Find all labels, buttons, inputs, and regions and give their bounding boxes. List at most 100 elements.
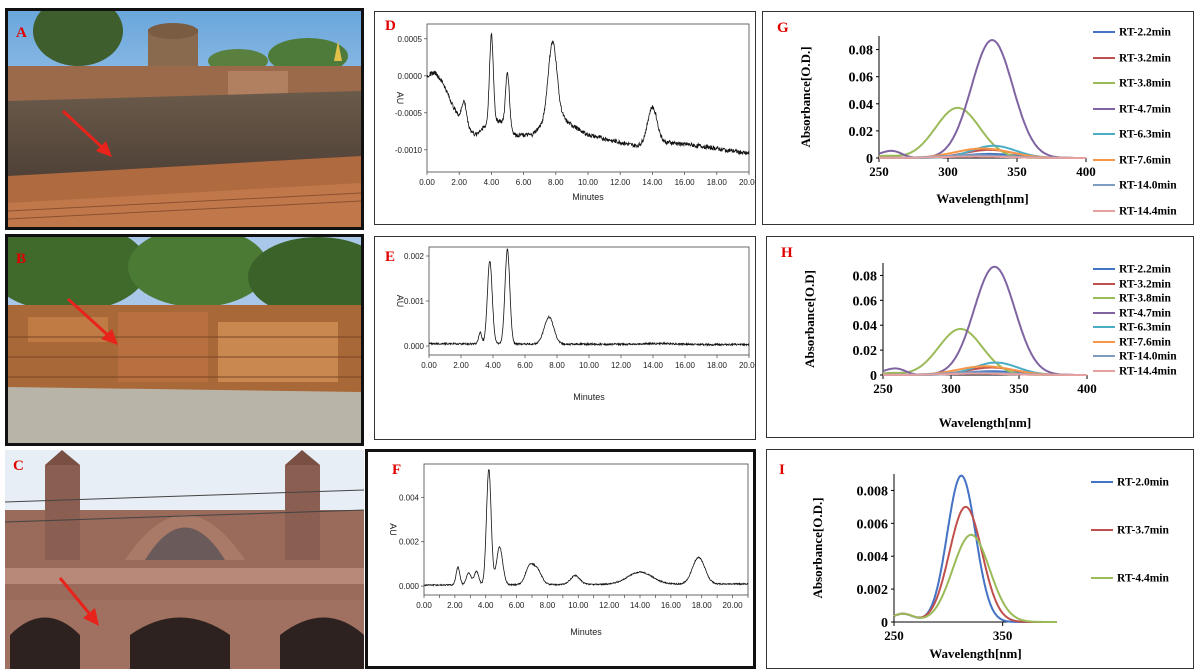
x-tick-label: 2.00 [447,601,463,610]
photo-panel-a: A [5,8,364,230]
x-tick-label: 12.00 [611,361,632,370]
panel-label-c: C [13,458,24,474]
x-tick-label: 0.00 [416,601,432,610]
y-tick-label: 0 [881,616,888,631]
x-tick-label: 4.00 [485,361,501,370]
spectrum-h: 0 0.02 0.04 0.06 0.08 250 300 350 400 Wavelength[… [802,263,1097,430]
legend-swatch [1091,481,1113,484]
y-tick-label: 0.000 [399,582,420,591]
legend-swatch [1093,133,1115,136]
panel-label-g: G [777,20,789,36]
y-tick-label: 0.04 [853,319,878,334]
legend-entry: RT-4.7min [1093,307,1171,321]
legend-label: RT-14.4min [1119,204,1177,217]
x-tick-label: 10.00 [578,178,599,187]
y-tick-label: 0.0005 [398,35,423,44]
y-tick-label: 0.001 [404,297,425,306]
x-tick-label: 250 [884,628,904,643]
panel-label-f: F [392,462,402,478]
spectrum-panel-h: H 0 0.02 0.04 0.06 0.08 250 300 350 400 Wavelengt… [766,236,1194,438]
legend-label: RT-6.3min [1119,321,1171,334]
x-tick-label: 20.00 [739,361,755,370]
legend-label: RT-7.6min [1119,153,1171,166]
x-tick-label: 0.00 [421,361,437,370]
y-tick-label: -0.0005 [395,109,423,118]
x-tick-label: 10.00 [568,601,589,610]
legend-h: RT-2.2min RT-3.2min RT-3.8min RT-4.7min RT-6… [1093,263,1193,423]
chromatogram-panel-f: F 0.00 2.00 4.00 6.00 8.00 10.00 12.00 14.00 16.… [365,449,756,669]
x-axis-label: Minutes [570,627,602,637]
chromatogram-trace [429,248,750,347]
legend-entry: RT-4.4min [1091,572,1169,586]
y-tick-label: 0.004 [399,493,420,502]
legend-label: RT-14.0min [1119,350,1177,363]
chromatogram-e: 0.00 2.00 4.00 6.00 8.00 10.00 12.00 14.00 16.00… [395,246,755,402]
x-tick-label: 12.00 [599,601,620,610]
legend-label: RT-14.0min [1119,179,1177,192]
y-tick-label: 0.0000 [398,72,423,81]
x-tick-label: 14.00 [642,178,663,187]
x-tick-label: 18.00 [707,361,728,370]
legend-entry: RT-3.2min [1093,52,1171,66]
y-tick-label: 0.006 [857,517,889,532]
y-tick-label: 0.06 [849,71,874,86]
legend-label: RT-4.7min [1119,306,1171,319]
legend-swatch [1093,56,1115,59]
legend-label: RT-3.2min [1119,51,1171,64]
legend-swatch [1093,107,1115,110]
series-line-rt-3-7min [893,505,1057,623]
x-tick-label: 10.00 [579,361,600,370]
x-tick-label: 6.00 [517,361,533,370]
x-tick-label: 8.00 [548,178,564,187]
y-tick-label: 0.02 [849,125,874,140]
legend-swatch [1093,340,1115,343]
panel-label-h: H [781,245,793,261]
legend-entry: RT-3.2min [1093,278,1171,292]
plot-frame [428,246,750,356]
legend-entry: RT-6.3min [1093,128,1171,142]
y-tick-label: 0.08 [853,269,878,284]
legend-entry: RT-14.0min [1093,179,1177,193]
spectrum-panel-g: G 0 0.02 0.04 0.06 0.08 250 300 350 400 Wavelengt… [762,11,1194,225]
x-tick-label: 18.00 [707,178,728,187]
legend-swatch [1093,311,1115,314]
x-tick-label: 350 [993,628,1013,643]
series-line-rt-4-7min [882,265,1087,376]
legend-label: RT-2.2min [1119,263,1171,276]
x-tick-label: 0.00 [419,178,435,187]
legend-swatch [1093,282,1115,285]
y-tick-label: 0.002 [857,583,889,598]
legend-swatch [1093,82,1115,85]
chromatogram-d: 0.00 2.00 4.00 6.00 8.00 10.00 12.00 14.00 16.00… [395,23,755,202]
chromatogram-trace [423,469,749,587]
x-axis-label: Minutes [572,192,604,202]
y-tick-label: 0.008 [857,484,889,499]
legend-entry: RT-14.4min [1093,205,1177,219]
y-tick-label: 0.000 [404,342,425,351]
x-tick-label: 8.00 [540,601,556,610]
x-axis-label: Wavelength[nm] [929,646,1021,661]
x-axis-label: Minutes [573,392,605,402]
legend-entry: RT-2.0min [1091,476,1169,490]
legend-swatch [1093,326,1115,329]
x-tick-label: 14.00 [643,361,664,370]
legend-label: RT-4.4min [1117,572,1169,585]
legend-swatch [1093,355,1115,358]
panel-label-a: A [16,25,27,41]
x-tick-label: 16.00 [661,601,682,610]
legend-swatch [1093,31,1115,34]
y-tick-label: 0.004 [857,550,889,565]
x-tick-label: 20.00 [723,601,744,610]
x-tick-label: 400 [1077,381,1097,396]
x-tick-label: 2.00 [453,361,469,370]
panel-label-d: D [385,18,396,34]
legend-entry: RT-7.6min [1093,336,1171,350]
y-axis-label: Absorbance[O.D.] [798,46,813,147]
chromatogram-panel-e: E 0.00 2.00 4.00 6.00 8.00 10.00 12.00 14.00 16.… [374,236,756,440]
legend-swatch [1093,369,1115,372]
y-tick-label: 0.08 [849,44,874,59]
legend-label: RT-3.7min [1117,524,1169,537]
legend-entry: RT-3.7min [1091,524,1169,538]
x-tick-label: 14.00 [630,601,651,610]
legend-g: RT-2.2min RT-3.2min RT-3.8min RT-4.7min RT-6… [1093,20,1193,220]
